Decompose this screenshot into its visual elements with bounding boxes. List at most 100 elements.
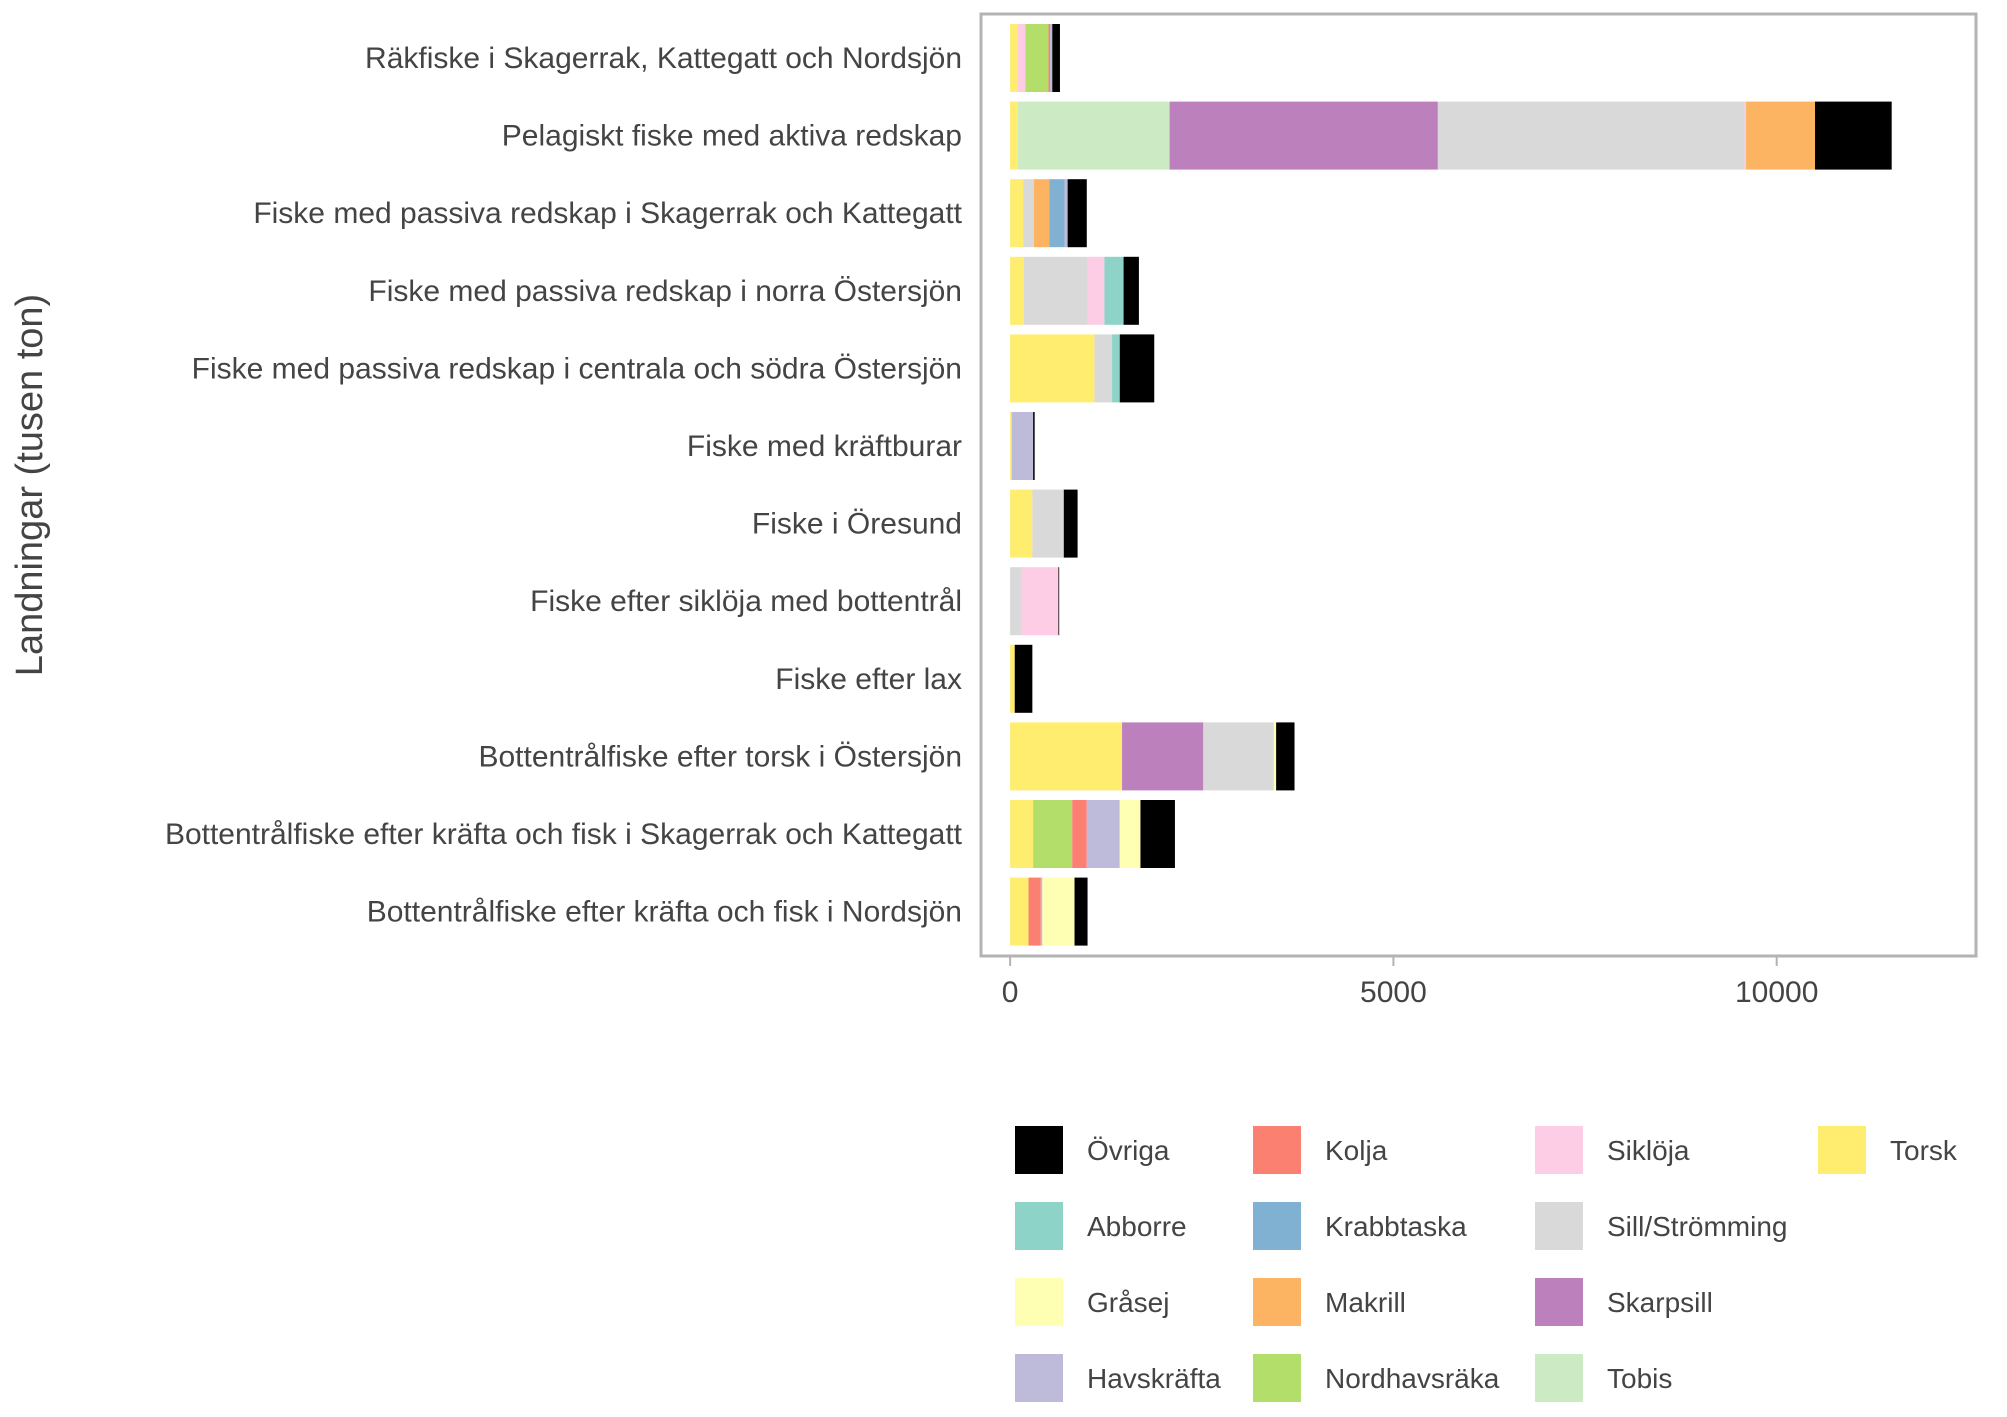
bar-segment-kolja-10	[1072, 800, 1087, 868]
legend-key-kolja	[1253, 1126, 1301, 1174]
legend-key-makrill	[1253, 1278, 1301, 1326]
legend-item-havskrafta: Havskräfta	[1015, 1354, 1221, 1402]
bar-segment-torsk-4	[1010, 334, 1095, 403]
bar-segment-sill-stromming-9	[1203, 722, 1274, 791]
bar-segment-nordhavsraka-10	[1033, 800, 1073, 868]
legend-label-grasej: Gråsej	[1087, 1287, 1169, 1318]
legend-key-krabbtaska	[1253, 1202, 1301, 1250]
legend-label-havskrafta: Havskräfta	[1087, 1363, 1221, 1394]
legend-item-torsk: Torsk	[1818, 1126, 1958, 1174]
category-label-7: Fiske efter siklöja med bottentrål	[530, 585, 962, 618]
bar-segment-ovriga-1	[1815, 101, 1892, 170]
legend-item-grasej: Gråsej	[1015, 1278, 1169, 1326]
bar-segment-kolja-0	[1048, 24, 1050, 92]
bar-segment-torsk-0	[1010, 24, 1018, 92]
legend-key-skarpsill	[1535, 1278, 1583, 1326]
bar-segment-sill-stromming-2	[1023, 179, 1034, 248]
bar-segment-torsk-8	[1010, 644, 1015, 713]
bar-segment-grasej-11	[1042, 877, 1075, 946]
legend-item-skarpsill: Skarpsill	[1535, 1278, 1713, 1326]
legend-item-ovriga: Övriga	[1015, 1126, 1170, 1174]
bar-segment-torsk-6	[1010, 489, 1033, 558]
legend-key-ovriga	[1015, 1126, 1063, 1174]
bar-segment-torsk-11	[1010, 877, 1029, 946]
bar-segment-havskrafta-11	[1040, 877, 1043, 946]
legend-item-sill-stromming: Sill/Strömming	[1535, 1202, 1787, 1250]
bar-segment-sill-stromming-6	[1032, 489, 1064, 558]
bar-segment-havskrafta-10	[1086, 800, 1120, 868]
bar-segment-sill-stromming-1	[1437, 101, 1745, 170]
legend-item-sikloja: Siklöja	[1535, 1126, 1690, 1174]
bar-segment-kolja-11	[1028, 877, 1041, 946]
category-label-0: Räkfiske i Skagerrak, Kattegatt och Nord…	[365, 42, 962, 75]
category-label-2: Fiske med passiva redskap i Skagerrak oc…	[253, 197, 962, 230]
category-label-5: Fiske med kräftburar	[687, 430, 962, 463]
bar-segment-ovriga-2	[1067, 179, 1087, 248]
bar-segment-ovriga-9	[1276, 722, 1295, 791]
bar-segment-makrill-1	[1746, 101, 1816, 170]
bar-segment-sill-stromming-4	[1094, 334, 1113, 403]
bar-segment-grasej-10	[1119, 800, 1141, 868]
legend-item-krabbtaska: Krabbtaska	[1253, 1202, 1467, 1250]
legend-label-ovriga: Övriga	[1087, 1135, 1170, 1166]
bar-segment-krabbtaska-2	[1049, 179, 1065, 248]
legend-label-nordhavsraka: Nordhavsräka	[1325, 1363, 1500, 1394]
bar-segment-ovriga-11	[1074, 877, 1088, 946]
category-label-1: Pelagiskt fiske med aktiva redskap	[502, 120, 962, 153]
bar-segment-sikloja-0	[1017, 24, 1026, 92]
category-labels: Räkfiske i Skagerrak, Kattegatt och Nord…	[165, 42, 963, 929]
bar-segment-torsk-5	[1010, 412, 1012, 480]
legend-label-sill-stromming: Sill/Strömming	[1607, 1211, 1787, 1242]
legend-item-abborre: Abborre	[1015, 1202, 1187, 1250]
x-axis: 0 5000 10000	[1002, 957, 1818, 1009]
category-label-9: Bottentrålfiske efter torsk i Östersjön	[478, 740, 962, 773]
bar-segment-sikloja-7	[1021, 567, 1059, 636]
plot-panel-border	[979, 12, 1978, 958]
bar-segment-havskrafta-5	[1011, 412, 1034, 480]
bar-segment-torsk-10	[1010, 800, 1034, 868]
bars-layer	[1010, 24, 1892, 946]
legend-key-grasej	[1015, 1278, 1063, 1326]
legend-key-torsk	[1818, 1126, 1866, 1174]
bar-segment-ovriga-7	[1058, 567, 1060, 636]
bar-segment-torsk-2	[1010, 179, 1024, 248]
bar-segment-sikloja-1	[1744, 101, 1747, 170]
bar-segment-havskrafta-0	[1049, 24, 1053, 92]
legend-key-sill-stromming	[1535, 1202, 1583, 1250]
legend-label-abborre: Abborre	[1087, 1211, 1187, 1242]
legend-label-makrill: Makrill	[1325, 1287, 1406, 1318]
category-label-10: Bottentrålfiske efter kräfta och fisk i …	[165, 818, 963, 851]
bar-segment-tobis-1	[1017, 101, 1170, 170]
bar-segment-skarpsill-9	[1122, 722, 1204, 791]
legend-item-kolja: Kolja	[1253, 1126, 1388, 1174]
category-label-3: Fiske med passiva redskap i norra Östers…	[368, 275, 962, 308]
legend-key-nordhavsraka	[1253, 1354, 1301, 1402]
bar-segment-ovriga-10	[1140, 800, 1175, 868]
bar-segment-ovriga-5	[1033, 412, 1035, 480]
legend-item-tobis: Tobis	[1535, 1354, 1672, 1402]
bar-segment-torsk-1	[1010, 101, 1018, 170]
bar-segment-ovriga-4	[1119, 334, 1155, 403]
legend-label-kolja: Kolja	[1325, 1135, 1388, 1166]
bar-segment-torsk-9	[1010, 722, 1123, 791]
bar-segment-ovriga-6	[1063, 489, 1078, 558]
bar-segment-sill-stromming-7	[1010, 567, 1022, 636]
legend-key-abborre	[1015, 1202, 1063, 1250]
bar-segment-skarpsill-1	[1169, 101, 1438, 170]
bar-segment-abborre-3	[1104, 256, 1124, 325]
legend-item-makrill: Makrill	[1253, 1278, 1406, 1326]
bar-segment-ovriga-8	[1014, 644, 1033, 713]
bar-segment-nordhavsraka-0	[1025, 24, 1049, 92]
y-axis-title: Landningar (tusen ton)	[9, 294, 51, 676]
legend-key-sikloja	[1535, 1126, 1583, 1174]
category-label-8: Fiske efter lax	[775, 663, 962, 696]
bar-segment-grasej-9	[1273, 722, 1277, 791]
legend-key-havskrafta	[1015, 1354, 1063, 1402]
legend-label-krabbtaska: Krabbtaska	[1325, 1211, 1467, 1242]
legend-label-torsk: Torsk	[1890, 1135, 1958, 1166]
x-tick-label-1: 5000	[1360, 976, 1427, 1009]
legend-label-sikloja: Siklöja	[1607, 1135, 1690, 1166]
bar-segment-ovriga-3	[1123, 256, 1139, 325]
x-tick-label-2: 10000	[1735, 976, 1818, 1009]
